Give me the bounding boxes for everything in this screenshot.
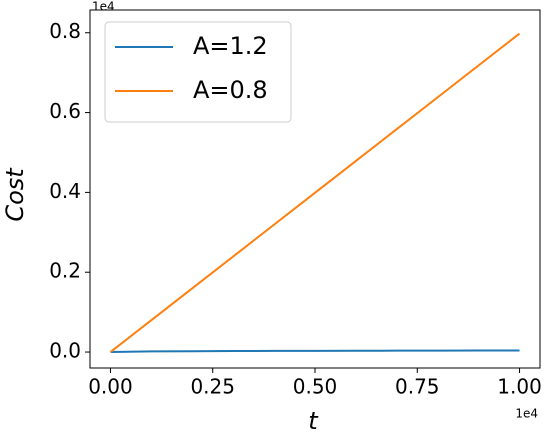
x-tick-label: 0.50 (293, 375, 338, 399)
x-tick-label: 0.25 (190, 375, 235, 399)
y-tick-label: 0.6 (49, 99, 81, 123)
y-axis-label: Cost (1, 167, 29, 222)
x-offset-label: 1e4 (515, 407, 538, 421)
y-tick-label: 0.4 (49, 179, 81, 203)
legend-label: A=0.8 (193, 76, 268, 104)
y-tick-label: 0.2 (49, 259, 81, 283)
x-tick-label: 1.00 (497, 375, 542, 399)
x-tick-label: 0.75 (395, 375, 440, 399)
y-offset-label: 1e4 (92, 0, 115, 14)
line-series (109, 32, 521, 353)
legend-label: A=1.2 (193, 32, 268, 60)
x-tick-label: 0.00 (88, 375, 133, 399)
y-tick-label: 0.0 (49, 339, 81, 363)
plot-frame (89, 9, 541, 369)
y-tick-label: 0.8 (49, 19, 81, 43)
line-series (110, 349, 520, 354)
x-axis-label: t (308, 407, 319, 435)
